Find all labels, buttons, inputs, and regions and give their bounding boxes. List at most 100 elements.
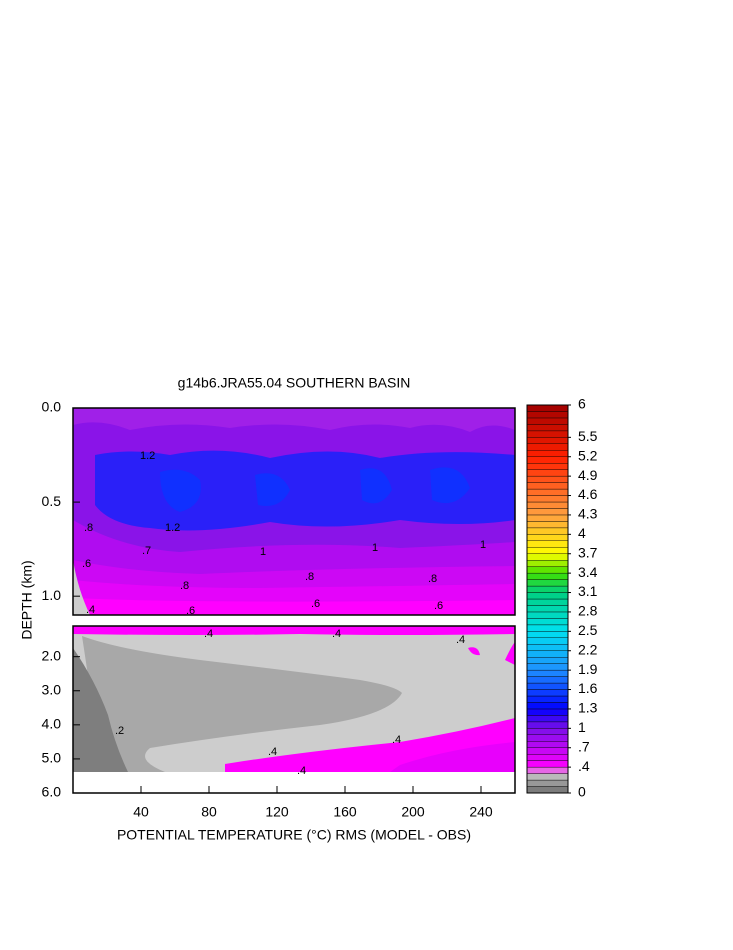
colorbar-label: 3.4 [578, 564, 598, 580]
contour-label: .4 [392, 734, 401, 746]
x-tick-label: 40 [133, 804, 149, 820]
panel-frame [72, 625, 516, 794]
colorbar-label: 5.2 [578, 447, 598, 463]
colorbar-box [526, 501, 569, 509]
colorbar-box [526, 689, 569, 697]
colorbar-box [526, 411, 569, 419]
contour-label: .6 [311, 598, 320, 610]
contour-label: 1 [480, 539, 486, 551]
contour-label: .7 [142, 545, 151, 557]
x-tick-label: 240 [469, 804, 493, 820]
colorbar-label: .4 [578, 758, 590, 774]
colorbar-box [526, 669, 569, 677]
y-tick-label: 5.0 [42, 750, 62, 766]
contour-label: .6 [434, 600, 443, 612]
colorbar-box [526, 605, 569, 613]
colorbar-box [526, 572, 569, 580]
contour-label: .2 [115, 725, 124, 737]
colorbar-box [526, 702, 569, 710]
colorbar-box [526, 417, 569, 425]
colorbar-box [526, 754, 569, 761]
colorbar-label: .7 [578, 738, 590, 754]
colorbar-box [526, 404, 569, 412]
colorbar-box [526, 728, 569, 735]
bottom-field [73, 626, 515, 772]
colorbar-box [526, 734, 569, 742]
colorbar-box [526, 644, 569, 651]
contour-label: .4 [204, 628, 213, 640]
colorbar-box [526, 456, 569, 464]
colorbar-label: 2.2 [578, 641, 598, 657]
colorbar-label: 1.6 [578, 680, 598, 696]
y-axis-label: DEPTH (km) [19, 560, 35, 639]
colorbar-box [526, 637, 569, 645]
colorbar-label: 3.7 [578, 544, 598, 560]
colorbar-label: 0 [578, 784, 586, 800]
colorbar-box [526, 760, 569, 768]
x-axis-label: POTENTIAL TEMPERATURE (°C) RMS (MODEL - … [117, 827, 471, 843]
y-tick-label: 0.5 [42, 493, 62, 509]
y-tick-label: 0.0 [42, 399, 62, 415]
colorbar-box [526, 741, 569, 748]
contour-label: 1.2 [140, 450, 155, 462]
y-tick-label: 6.0 [42, 784, 62, 800]
x-tick-label: 120 [265, 804, 289, 820]
x-tick-label: 160 [333, 804, 357, 820]
colorbar-box [526, 682, 569, 690]
colorbar-box [526, 560, 569, 567]
contour-labels: .8 .6 .4 .7 1 1 1 1.2 1.2 .8 .8 .8 .6 .6… [82, 450, 486, 777]
chart-title: g14b6.JRA55.04 SOUTHERN BASIN [178, 375, 411, 391]
colorbar-label: 4.9 [578, 467, 598, 483]
colorbar-box [526, 424, 569, 432]
colorbar-label: 2.5 [578, 622, 598, 638]
colorbar-box [526, 657, 569, 664]
colorbar-label: 5.5 [578, 428, 598, 444]
colorbar-label: 6 [578, 396, 586, 412]
y-tick-label: 3.0 [42, 681, 62, 697]
colorbar-box [526, 747, 569, 755]
colorbar-box [526, 708, 569, 716]
colorbar-box [526, 553, 569, 561]
contour-label: .4 [268, 746, 277, 758]
colorbar-box [526, 676, 569, 684]
colorbar-box [526, 773, 569, 781]
colorbar-label: 4.6 [578, 486, 598, 502]
colorbar-box [526, 443, 569, 451]
colorbar-box [526, 475, 569, 483]
colorbar-box [526, 488, 569, 496]
colorbar-box [526, 624, 569, 632]
colorbar-box [526, 611, 569, 619]
colorbar-box [526, 786, 569, 794]
colorbar-label: 4 [578, 525, 586, 541]
colorbar-box [526, 514, 569, 522]
contour-label: .4 [456, 634, 465, 646]
colorbar-label: 2.8 [578, 603, 598, 619]
colorbar-box [526, 779, 569, 787]
y-tick-label: 2.0 [42, 647, 62, 663]
colorbar-label: 1.9 [578, 661, 598, 677]
colorbar-box [526, 540, 569, 548]
contour-label: .8 [84, 522, 93, 534]
colorbar-box [526, 521, 569, 529]
colorbar-box [526, 508, 569, 516]
y-tick-label: 1.0 [42, 587, 62, 603]
colorbar-box [526, 534, 569, 541]
colorbar-box [526, 598, 569, 606]
panel-frame [72, 407, 516, 616]
colorbar-box [526, 469, 569, 477]
x-tick-label: 200 [401, 804, 425, 820]
colorbar-box [526, 695, 569, 703]
colorbar-box [526, 766, 569, 774]
contour-label: .6 [186, 605, 195, 617]
colorbar-box [526, 618, 569, 626]
colorbar-box [526, 463, 569, 470]
colorbar-box [526, 631, 569, 638]
x-tick-label: 80 [201, 804, 217, 820]
colorbar-label: 1.3 [578, 700, 598, 716]
colorbar-box [526, 527, 569, 535]
y-tick-label: 4.0 [42, 716, 62, 732]
colorbar-box [526, 585, 569, 593]
colorbar-label: 3.1 [578, 583, 598, 599]
colorbar-box [526, 715, 569, 723]
